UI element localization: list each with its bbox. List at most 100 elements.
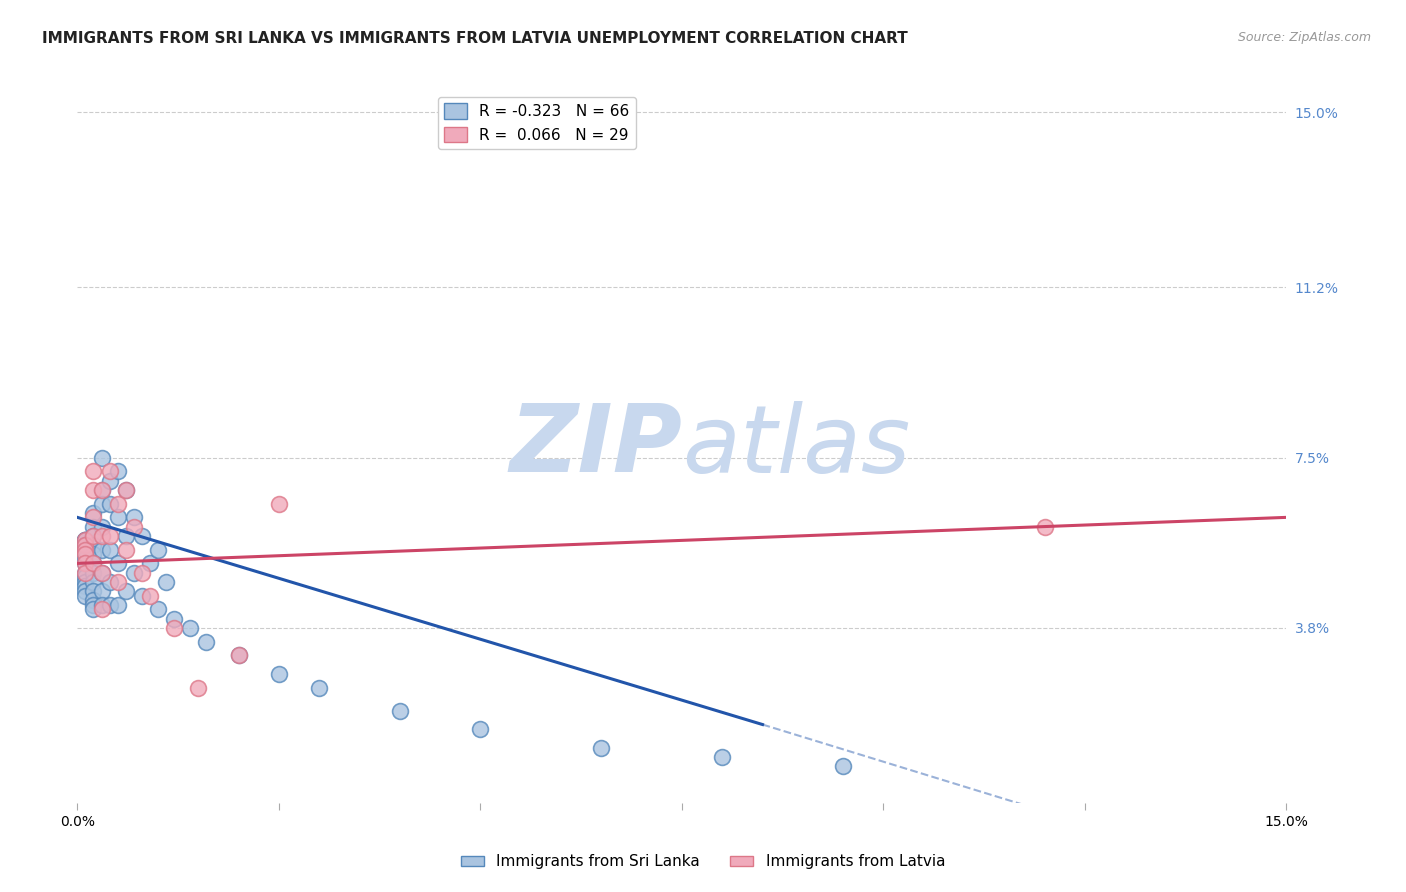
Point <box>146 542 169 557</box>
Point <box>75 557 97 571</box>
Point <box>388 704 411 718</box>
Point <box>75 566 97 580</box>
Point <box>139 589 162 603</box>
Point <box>131 589 153 603</box>
Point <box>90 584 112 599</box>
Point <box>90 450 112 465</box>
Point <box>90 602 112 616</box>
Point <box>75 557 97 571</box>
Point <box>591 740 613 755</box>
Point <box>228 648 250 663</box>
Point <box>75 533 97 548</box>
Point <box>82 506 104 520</box>
Point <box>163 612 186 626</box>
Point <box>114 483 136 497</box>
Point <box>163 621 186 635</box>
Point <box>98 497 121 511</box>
Point <box>179 621 201 635</box>
Point <box>75 538 97 552</box>
Point <box>75 579 97 593</box>
Point <box>228 648 250 663</box>
Point <box>107 598 129 612</box>
Point <box>75 542 97 557</box>
Point <box>82 557 104 571</box>
Point <box>122 519 145 533</box>
Point <box>107 574 129 589</box>
Point <box>711 749 734 764</box>
Point <box>832 759 855 773</box>
Point <box>75 570 97 584</box>
Point <box>75 533 97 548</box>
Text: IMMIGRANTS FROM SRI LANKA VS IMMIGRANTS FROM LATVIA UNEMPLOYMENT CORRELATION CHA: IMMIGRANTS FROM SRI LANKA VS IMMIGRANTS … <box>42 31 908 46</box>
Point <box>75 574 97 589</box>
Point <box>82 593 104 607</box>
Point <box>187 681 209 695</box>
Point <box>195 634 218 648</box>
Point <box>122 510 145 524</box>
Point <box>90 497 112 511</box>
Point <box>155 574 177 589</box>
Point <box>470 722 492 736</box>
Point <box>75 547 97 561</box>
Point <box>75 542 97 557</box>
Point <box>75 538 97 552</box>
Point <box>90 483 112 497</box>
Point <box>75 533 97 548</box>
Point <box>75 551 97 566</box>
Point <box>107 464 129 478</box>
Point <box>114 529 136 543</box>
Point <box>75 589 97 603</box>
Point <box>98 598 121 612</box>
Legend: Immigrants from Sri Lanka, Immigrants from Latvia: Immigrants from Sri Lanka, Immigrants fr… <box>456 848 950 875</box>
Point <box>114 542 136 557</box>
Legend: R = -0.323   N = 66, R =  0.066   N = 29: R = -0.323 N = 66, R = 0.066 N = 29 <box>439 97 636 149</box>
Point <box>82 598 104 612</box>
Point <box>75 538 97 552</box>
Point <box>98 529 121 543</box>
Point <box>82 584 104 599</box>
Text: ZIP: ZIP <box>509 400 682 492</box>
Point <box>131 566 153 580</box>
Point <box>82 602 104 616</box>
Point <box>82 464 104 478</box>
Point <box>75 566 97 580</box>
Point <box>90 598 112 612</box>
Point <box>82 519 104 533</box>
Point <box>98 464 121 478</box>
Point <box>82 574 104 589</box>
Point <box>131 529 153 543</box>
Point <box>82 483 104 497</box>
Point <box>75 584 97 599</box>
Point <box>114 483 136 497</box>
Point <box>75 533 97 548</box>
Point <box>146 602 169 616</box>
Point <box>82 557 104 571</box>
Point <box>308 681 330 695</box>
Point <box>1033 519 1056 533</box>
Point <box>90 529 112 543</box>
Point <box>139 557 162 571</box>
Point <box>122 566 145 580</box>
Text: Source: ZipAtlas.com: Source: ZipAtlas.com <box>1237 31 1371 45</box>
Point <box>98 474 121 488</box>
Point <box>75 547 97 561</box>
Point <box>107 557 129 571</box>
Text: atlas: atlas <box>682 401 910 491</box>
Point <box>98 542 121 557</box>
Point <box>90 519 112 533</box>
Point <box>82 529 104 543</box>
Point <box>114 584 136 599</box>
Point <box>82 529 104 543</box>
Point <box>82 538 104 552</box>
Point <box>82 566 104 580</box>
Point <box>98 574 121 589</box>
Point <box>82 510 104 524</box>
Point <box>107 510 129 524</box>
Point <box>107 497 129 511</box>
Point <box>267 666 290 681</box>
Point <box>90 542 112 557</box>
Point <box>90 566 112 580</box>
Point <box>90 566 112 580</box>
Point <box>267 497 290 511</box>
Point <box>90 483 112 497</box>
